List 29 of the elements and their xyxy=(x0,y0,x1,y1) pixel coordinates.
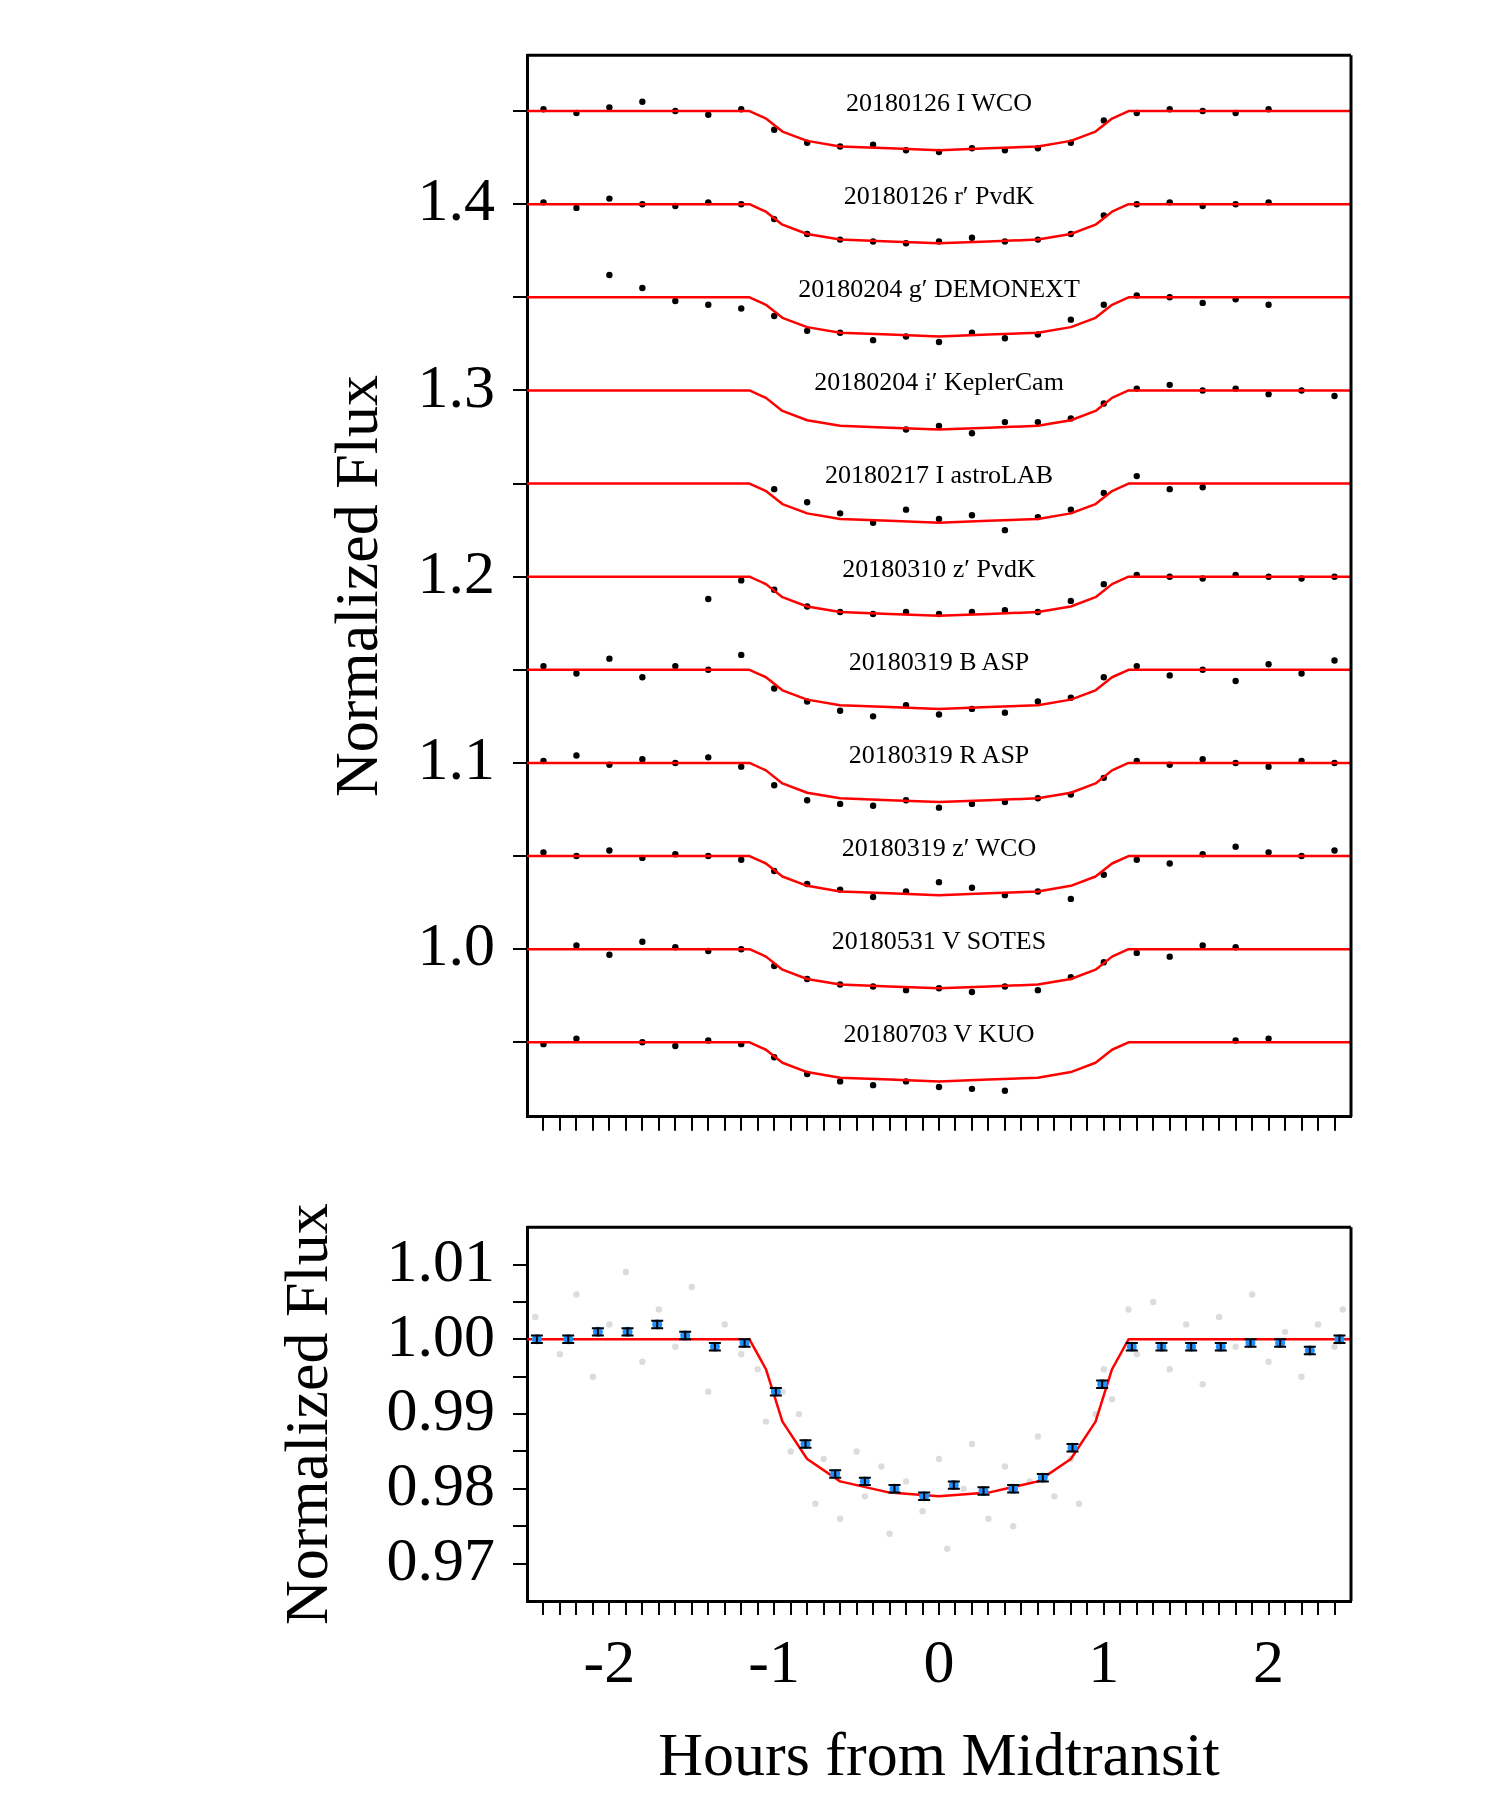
y-tick-label: 0.98 xyxy=(386,1450,495,1519)
y-tick-label: 1.00 xyxy=(386,1300,495,1369)
y-tick-label: 1.1 xyxy=(417,724,495,793)
series-label: 20180319 z′ WCO xyxy=(841,832,1037,862)
series-label: 20180703 V KUO xyxy=(843,1019,1035,1049)
series-label: 20180531 V SOTES xyxy=(831,926,1047,956)
series-label: 20180126 r′ PvdK xyxy=(843,181,1035,211)
x-tick-label: 0 xyxy=(923,1627,955,1696)
x-tick-label: 2 xyxy=(1253,1627,1285,1696)
y-axis-title: Normalized Flux xyxy=(272,1203,341,1626)
series-label: 20180217 I astroLAB xyxy=(824,460,1054,490)
series-label: 20180310 z′ PvdK xyxy=(842,553,1036,583)
series-label: 20180204 g′ DEMONEXT xyxy=(798,274,1080,304)
y-tick-label: 0.99 xyxy=(386,1375,495,1444)
x-axis-title: Hours from Midtransit xyxy=(658,1720,1220,1789)
y-tick-label: 1.0 xyxy=(417,910,495,979)
x-tick-label: -2 xyxy=(583,1627,636,1696)
y-axis-title: Normalized Flux xyxy=(322,375,391,797)
y-tick-label: 1.4 xyxy=(417,165,495,234)
y-tick-label: 1.2 xyxy=(417,537,495,606)
series-label: 20180126 I WCO xyxy=(846,87,1032,117)
series-label: 20180319 B ASP xyxy=(848,646,1030,676)
series-label: 20180319 R ASP xyxy=(848,739,1030,769)
y-tick-label: 1.3 xyxy=(417,351,495,420)
y-tick-label: 0.97 xyxy=(386,1524,495,1593)
x-tick-label: 1 xyxy=(1088,1627,1120,1696)
y-tick-label: 1.01 xyxy=(386,1225,495,1294)
x-tick-label: -1 xyxy=(748,1627,801,1696)
series-label: 20180204 i′ KeplerCam xyxy=(814,367,1064,397)
